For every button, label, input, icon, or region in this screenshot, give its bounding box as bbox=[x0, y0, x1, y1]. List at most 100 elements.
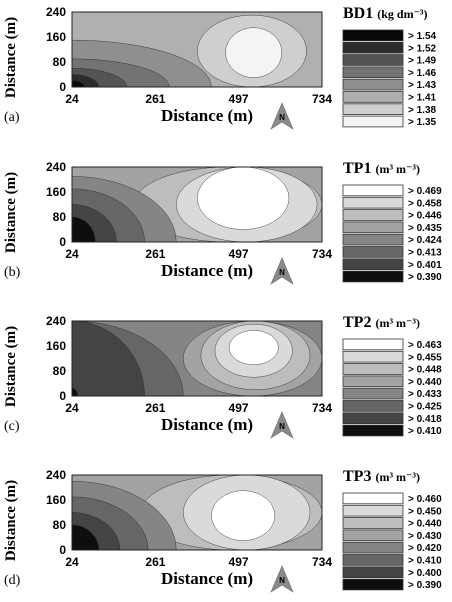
legend-swatch bbox=[342, 66, 404, 79]
y-axis-label: Distance (m) bbox=[3, 326, 19, 407]
north-arrow-icon bbox=[270, 257, 294, 285]
legend-swatch bbox=[342, 115, 404, 128]
contour-zone bbox=[228, 330, 279, 365]
panel-d: 240 160 80 024 261 497 734 Distance (m) Distance… bbox=[3, 468, 442, 593]
north-arrow-icon bbox=[270, 565, 294, 593]
panel-label: (d) bbox=[4, 573, 21, 588]
legend-swatch bbox=[342, 270, 404, 283]
legend-swatch bbox=[342, 492, 404, 505]
legend-swatch bbox=[342, 400, 404, 412]
panel-label: (a) bbox=[4, 110, 20, 125]
legend-value: > 0.469 bbox=[408, 186, 442, 197]
x-tick-label: 24 bbox=[65, 555, 79, 569]
plot-area bbox=[72, 12, 322, 87]
y-tick-label: 240 bbox=[46, 5, 66, 19]
y-tick-label: 160 bbox=[46, 30, 66, 44]
y-axis-label: Distance (m) bbox=[3, 17, 19, 98]
legend-title-unit: (m³ m⁻³) bbox=[375, 316, 420, 330]
x-tick-label: 261 bbox=[145, 401, 165, 415]
legend-swatch bbox=[342, 504, 404, 517]
x-tick-label: 24 bbox=[65, 401, 79, 415]
legend-swatch bbox=[342, 184, 404, 197]
x-axis-label: Distance (m) bbox=[161, 569, 253, 588]
north-label: N bbox=[279, 113, 285, 122]
legend-swatch bbox=[342, 350, 404, 363]
legend-value: > 0.410 bbox=[408, 426, 442, 437]
legend-title: TP3 (m³ m⁻³) bbox=[343, 468, 420, 485]
legend-swatch bbox=[342, 387, 404, 400]
plot-frame bbox=[71, 11, 323, 88]
legend-swatch bbox=[342, 363, 404, 375]
legend-swatch bbox=[342, 41, 404, 54]
x-tick-label: 734 bbox=[312, 555, 332, 569]
legend-value: > 0.410 bbox=[408, 556, 442, 567]
contour-zone bbox=[72, 524, 99, 550]
x-tick-label: 734 bbox=[312, 247, 332, 261]
legend-title-unit: (kg dm⁻³) bbox=[377, 7, 427, 21]
legend-swatch bbox=[342, 196, 404, 209]
legend-value: > 0.390 bbox=[408, 272, 442, 283]
legend-value: > 0.435 bbox=[408, 223, 442, 234]
legend-value: > 0.463 bbox=[408, 340, 442, 351]
legend-value: > 0.424 bbox=[408, 235, 442, 246]
panel-a: 240 160 80 024 261 497 734 Distance (m) Distance… bbox=[3, 5, 437, 130]
legend-value: > 0.433 bbox=[408, 389, 442, 400]
legend-value: > 1.54 bbox=[408, 31, 437, 42]
legend-swatch bbox=[342, 29, 404, 42]
x-axis-label: Distance (m) bbox=[161, 261, 253, 280]
legend-value: > 0.430 bbox=[408, 531, 442, 542]
y-tick-label: 240 bbox=[46, 314, 66, 328]
legend-value: > 0.450 bbox=[408, 506, 442, 517]
legend-swatch bbox=[342, 566, 404, 578]
panel-b: 240 160 80 024 261 497 734 Distance (m) Distance… bbox=[3, 160, 442, 285]
contour-zone bbox=[211, 490, 276, 541]
y-tick-label: 0 bbox=[59, 389, 66, 403]
legend-swatch bbox=[342, 375, 404, 388]
x-tick-label: 24 bbox=[65, 92, 79, 106]
legend-value: > 0.418 bbox=[408, 414, 442, 425]
x-tick-label: 497 bbox=[229, 92, 249, 106]
legend-swatch bbox=[342, 412, 404, 424]
legend-title-name: BD1 bbox=[343, 5, 373, 22]
legend-value: > 0.413 bbox=[408, 248, 442, 259]
x-tick-label: 24 bbox=[65, 247, 79, 261]
legend-swatch bbox=[342, 246, 404, 258]
y-tick-label: 0 bbox=[59, 80, 66, 94]
contour-zone bbox=[72, 80, 85, 87]
contour-zone bbox=[197, 167, 290, 230]
legend-value: > 1.49 bbox=[408, 56, 437, 67]
legend-swatch bbox=[342, 209, 404, 221]
y-tick-label: 80 bbox=[53, 210, 67, 224]
legend-value: > 0.425 bbox=[408, 402, 442, 413]
x-tick-label: 497 bbox=[229, 247, 249, 261]
legend-title-name: TP1 bbox=[343, 160, 371, 177]
legend-swatch bbox=[342, 578, 404, 591]
x-axis-label: Distance (m) bbox=[161, 415, 253, 434]
legend-title-unit: (m³ m⁻³) bbox=[375, 470, 420, 484]
legend-value: > 1.43 bbox=[408, 80, 437, 91]
y-tick-label: 80 bbox=[53, 55, 67, 69]
y-tick-label: 160 bbox=[46, 339, 66, 353]
y-tick-label: 80 bbox=[53, 364, 67, 378]
north-arrow-icon bbox=[270, 411, 294, 439]
y-tick-label: 160 bbox=[46, 493, 66, 507]
legend-title-unit: (m³ m⁻³) bbox=[375, 162, 420, 176]
plot-area bbox=[72, 321, 322, 396]
legend-title-name: TP3 bbox=[343, 468, 371, 485]
legend-value: > 0.455 bbox=[408, 352, 442, 363]
y-axis-label: Distance (m) bbox=[3, 480, 19, 561]
x-axis-label: Distance (m) bbox=[161, 106, 253, 125]
legend-title: BD1 (kg dm⁻³) bbox=[343, 5, 428, 22]
contour-zone bbox=[225, 27, 283, 78]
legend-title: TP2 (m³ m⁻³) bbox=[343, 314, 420, 331]
legend-swatch bbox=[342, 54, 404, 66]
y-tick-label: 0 bbox=[59, 235, 66, 249]
legend-swatch bbox=[342, 541, 404, 554]
legend-swatch bbox=[342, 258, 404, 270]
legend-value: > 1.41 bbox=[408, 93, 437, 104]
plot-frame bbox=[71, 474, 323, 551]
contour-zone bbox=[72, 387, 78, 396]
north-label: N bbox=[279, 422, 285, 431]
legend-swatch bbox=[342, 103, 404, 116]
